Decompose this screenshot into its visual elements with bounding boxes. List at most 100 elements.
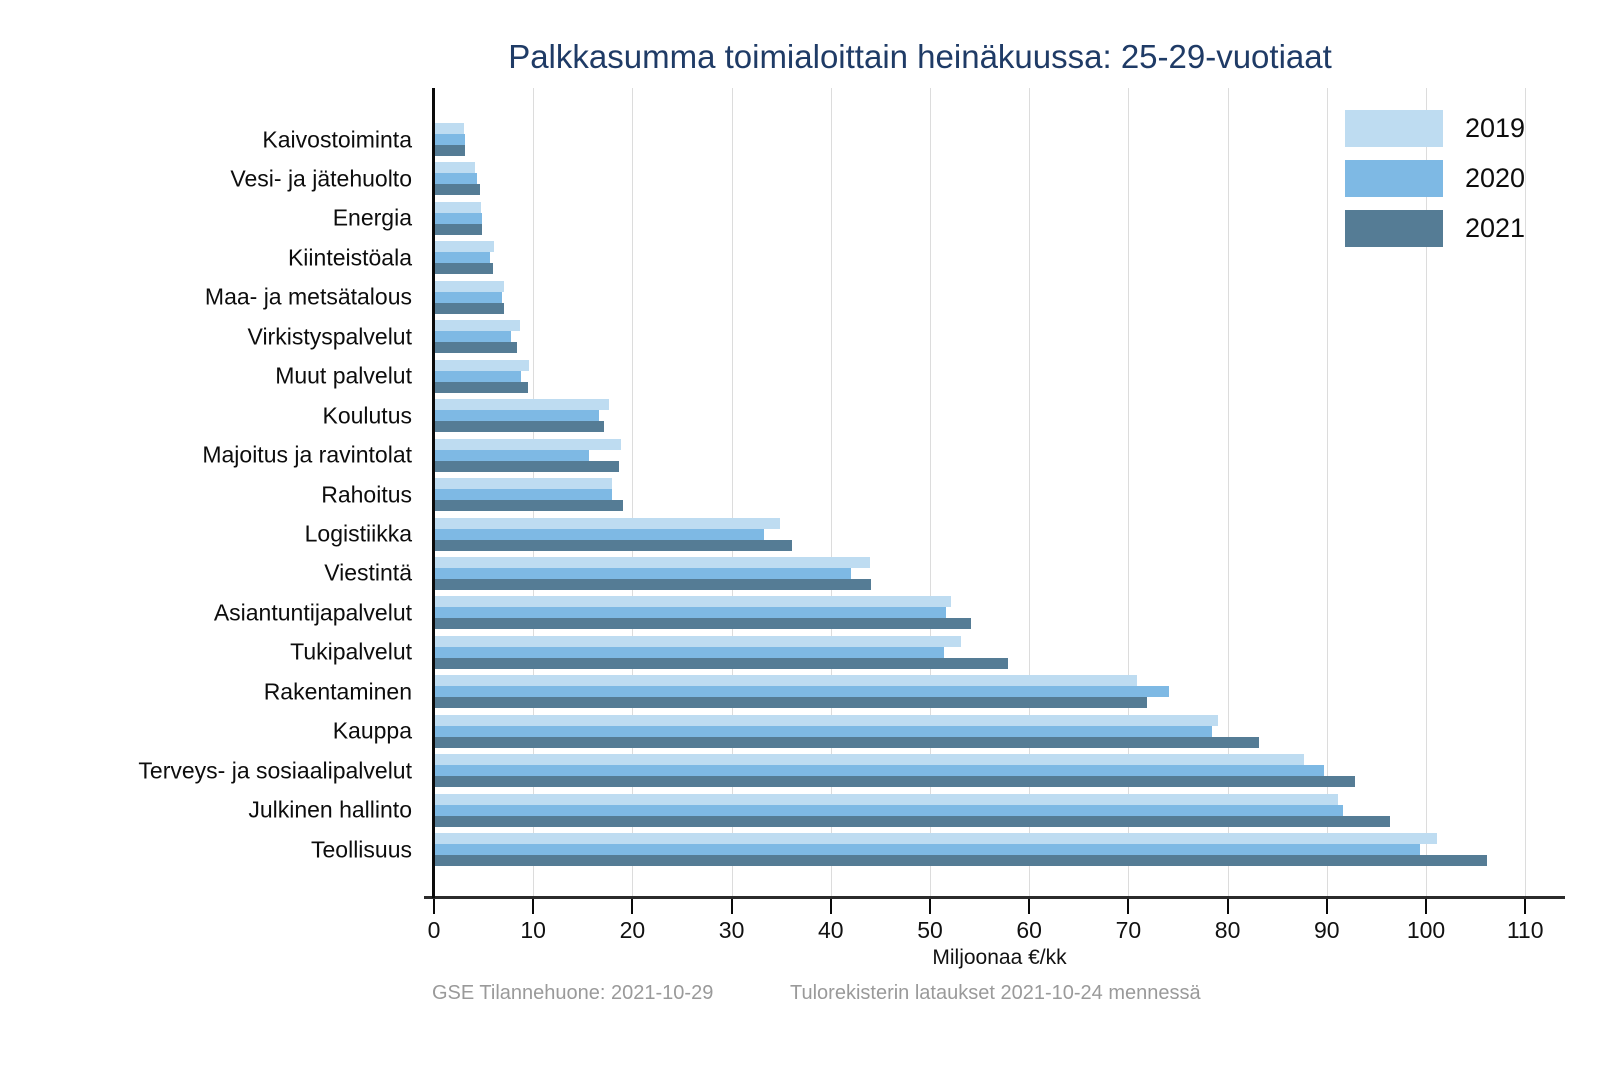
bar-2021 (435, 500, 624, 512)
bar-group-7 (435, 359, 1565, 393)
bar-2019 (435, 399, 609, 411)
x-tick-label-100: 100 (1406, 917, 1446, 943)
bar-2021 (435, 184, 480, 196)
legend-label-2020: 2020 (1465, 163, 1526, 193)
x-tick-label-10: 10 (520, 917, 546, 943)
bar-2020 (435, 725, 1212, 737)
category-label: Virkistyspalvelut (247, 323, 412, 350)
category-label: Maa- ja metsätalous (204, 283, 412, 310)
bar-2021 (435, 381, 529, 393)
bar-2021 (435, 697, 1148, 709)
bar-group-4 (435, 241, 1565, 275)
bar-group-1 (435, 123, 1565, 156)
category-label: Terveys- ja sosiaalipalvelut (138, 757, 412, 784)
bar-group-11 (435, 517, 1565, 551)
legend-label-2019: 2019 (1465, 113, 1526, 143)
legend-row-2021: 2021 (1345, 210, 1525, 247)
bar-2019 (435, 596, 951, 608)
bar-2021 (435, 578, 872, 590)
bar-group-8 (435, 399, 1565, 433)
bar-2020 (435, 607, 946, 619)
gridline-110 (1525, 88, 1527, 898)
bar-2021 (435, 539, 793, 551)
x-tick-label-50: 50 (917, 917, 943, 943)
bar-2019 (435, 793, 1338, 805)
bar-group-2 (435, 162, 1565, 196)
category-label: Kaivostoiminta (262, 126, 412, 152)
gridline-30 (731, 88, 733, 898)
bar-2019 (435, 320, 521, 332)
bar-group-16 (435, 714, 1565, 748)
bar-2021 (435, 460, 619, 472)
x-tick-label-80: 80 (1214, 917, 1241, 943)
category-label: Rakentaminen (263, 678, 412, 705)
gridline-20 (632, 88, 634, 898)
bar-2019 (435, 556, 871, 568)
legend-row-2019: 2019 (1345, 110, 1525, 147)
bar-group-5 (435, 280, 1565, 314)
bar-2019 (435, 280, 505, 292)
bar-group-10 (435, 478, 1565, 512)
bar-2020 (435, 765, 1324, 777)
x-tick-70 (1127, 899, 1130, 914)
x-tick-label-20: 20 (619, 917, 646, 943)
legend-row-2020: 2020 (1345, 160, 1525, 197)
category-label: Kiinteistöala (287, 244, 412, 271)
category-label: Kauppa (332, 717, 412, 744)
x-tick-label-60: 60 (1016, 917, 1042, 943)
category-label: Julkinen hallinto (248, 796, 412, 823)
bar-2021 (435, 145, 465, 156)
x-tick-label-70: 70 (1115, 917, 1142, 943)
bar-2019 (435, 517, 781, 529)
gridline-100 (1426, 88, 1427, 898)
category-label: Asiantuntijapalvelut (213, 599, 412, 626)
gridline-90 (1326, 88, 1328, 898)
x-axis-title: Miljoonaa €/kk (932, 946, 1067, 969)
bar-2020 (435, 844, 1421, 856)
bar-2021 (435, 618, 971, 630)
bar-2021 (435, 263, 493, 275)
bar-group-13 (435, 596, 1565, 630)
bar-2019 (435, 478, 612, 490)
bar-group-3 (435, 201, 1565, 235)
plot-area (432, 88, 1565, 898)
x-tick-label-30: 30 (718, 917, 745, 943)
bar-2021 (435, 342, 518, 354)
category-label: Logistiikka (304, 520, 412, 547)
bar-2020 (435, 449, 589, 461)
bar-2019 (435, 241, 494, 253)
gridline-70 (1128, 88, 1130, 898)
x-tick-90 (1325, 899, 1328, 914)
bar-2019 (435, 162, 475, 174)
bar-group-6 (435, 320, 1565, 354)
update-note: Tulorekisterin lataukset 2021-10-24 menn… (790, 982, 1201, 1004)
bar-2020 (435, 646, 944, 658)
bar-2019 (435, 635, 961, 647)
bar-group-9 (435, 438, 1565, 472)
category-axis-labels: Kaivostoiminta Vesi- ja jätehuolto Energia… (0, 88, 412, 898)
bar-2021 (435, 855, 1487, 867)
bar-2020 (435, 804, 1343, 816)
bar-2020 (435, 528, 765, 540)
bar-2020 (435, 212, 482, 224)
bar-2020 (435, 134, 465, 145)
bar-2021 (435, 421, 604, 433)
y-axis-line (432, 88, 435, 898)
bar-2019 (435, 359, 530, 371)
bar-group-15 (435, 675, 1565, 709)
bar-2019 (435, 675, 1138, 687)
bar-2019 (435, 438, 621, 450)
x-axis-line (424, 896, 1565, 899)
gridline-80 (1227, 88, 1229, 898)
bar-2021 (435, 736, 1260, 748)
bar-2020 (435, 567, 851, 579)
bar-group-19 (435, 833, 1565, 867)
category-label: Koulutus (322, 402, 412, 429)
x-tick-50 (929, 899, 931, 914)
x-tick-40 (829, 899, 832, 914)
bar-2020 (435, 370, 522, 382)
gridline-40 (830, 88, 832, 898)
bar-2020 (435, 291, 503, 303)
bar-2021 (435, 223, 482, 235)
bar-2020 (435, 410, 599, 422)
